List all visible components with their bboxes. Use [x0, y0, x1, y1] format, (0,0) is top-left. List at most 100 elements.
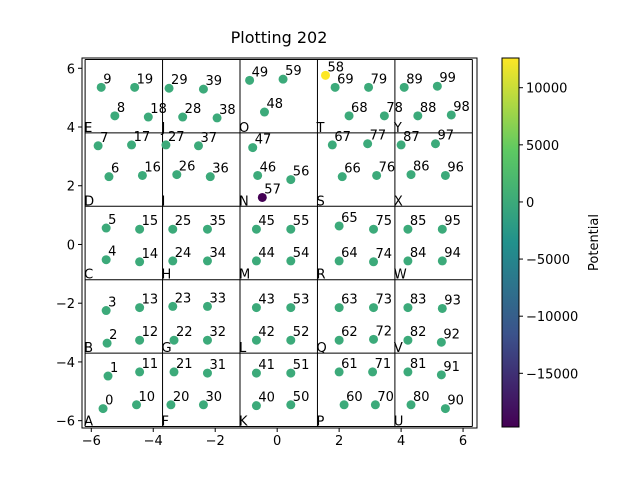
point: [169, 335, 179, 345]
point-label: 16: [144, 160, 161, 175]
point: [369, 257, 379, 267]
point-label: 64: [341, 246, 358, 261]
point-label: 32: [209, 325, 226, 340]
y-tick-label: −6: [56, 415, 75, 430]
point: [286, 224, 296, 234]
point-label: 68: [351, 101, 368, 116]
point-label: 14: [142, 247, 159, 262]
point: [369, 334, 379, 344]
point: [403, 256, 413, 266]
point-label: 86: [413, 160, 430, 175]
point-label: 22: [176, 325, 193, 340]
point: [137, 170, 147, 180]
region-label: B: [84, 341, 93, 356]
point: [198, 400, 208, 410]
point: [251, 256, 261, 266]
point: [321, 70, 331, 80]
point-label: 97: [437, 129, 454, 144]
point: [135, 303, 145, 313]
point-label: 40: [258, 391, 275, 406]
point: [202, 368, 212, 378]
point-label: 70: [377, 390, 394, 405]
point-label: 77: [370, 129, 387, 144]
point: [334, 367, 344, 377]
point-label: 17: [134, 130, 151, 145]
point-label: 79: [371, 72, 388, 87]
colorbar-tick-label: −15000: [526, 367, 578, 382]
point-label: 36: [212, 162, 229, 177]
point: [135, 335, 145, 345]
region-label: L: [239, 341, 247, 356]
point-label: 75: [376, 214, 393, 229]
point: [96, 82, 106, 92]
point: [399, 82, 409, 92]
point-label: 74: [376, 247, 393, 262]
point-label: 92: [443, 327, 460, 342]
point-label: 58: [328, 60, 345, 75]
point: [286, 368, 296, 378]
point: [334, 335, 344, 345]
region-label: N: [239, 194, 249, 209]
point-label: 93: [444, 293, 461, 308]
point: [101, 255, 111, 265]
point-label: 37: [200, 131, 217, 146]
point-label: 24: [175, 246, 192, 261]
y-tick-label: 0: [67, 238, 75, 253]
point-label: 13: [142, 293, 159, 308]
x-tick-label: 6: [459, 434, 467, 449]
point-label: 26: [179, 160, 196, 175]
point: [205, 172, 215, 182]
point: [396, 140, 406, 150]
x-tick-label: 4: [397, 434, 405, 449]
point-label: 81: [410, 357, 427, 372]
point-label: 89: [406, 72, 423, 87]
point: [369, 224, 379, 234]
point-label: 60: [346, 390, 363, 405]
point-label: 35: [209, 214, 226, 229]
point-label: 20: [173, 390, 190, 405]
point-label: 5: [108, 213, 116, 228]
point-label: 7: [100, 131, 108, 146]
colorbar-tick-label: 10000: [526, 82, 567, 97]
point-label: 28: [185, 102, 202, 117]
point-label: 73: [376, 293, 393, 308]
point: [143, 112, 153, 122]
region-label: X: [394, 194, 403, 209]
point-label: 83: [410, 293, 427, 308]
point-label: 11: [142, 357, 159, 372]
region-label: F: [162, 415, 169, 430]
axes-frame: [81, 57, 478, 429]
point: [334, 256, 344, 266]
point-label: 31: [209, 358, 226, 373]
point-label: 95: [444, 214, 461, 229]
point: [103, 371, 113, 381]
region-label: K: [239, 415, 248, 430]
point: [251, 401, 261, 411]
colorbar-label: Potential: [587, 214, 602, 271]
point: [164, 83, 174, 93]
y-tick-label: 2: [67, 180, 75, 195]
point-label: 44: [258, 246, 275, 261]
point-label: 21: [176, 357, 193, 372]
point-label: 87: [403, 130, 420, 145]
point: [403, 303, 413, 313]
point-label: 34: [209, 246, 226, 261]
point-label: 88: [420, 101, 437, 116]
point-label: 96: [447, 160, 464, 175]
point-label: 27: [168, 130, 185, 145]
point-label: 52: [293, 325, 310, 340]
point: [286, 303, 296, 313]
point-label: 19: [137, 72, 154, 87]
point-label: 63: [341, 293, 358, 308]
point-label: 69: [337, 72, 354, 87]
point: [93, 141, 103, 151]
point: [436, 370, 446, 380]
point-label: 1: [110, 361, 118, 376]
point-label: 46: [260, 160, 277, 175]
point: [437, 256, 447, 266]
region-label: E: [84, 121, 92, 136]
point-label: 61: [341, 357, 358, 372]
point: [337, 172, 347, 182]
point: [344, 111, 354, 121]
